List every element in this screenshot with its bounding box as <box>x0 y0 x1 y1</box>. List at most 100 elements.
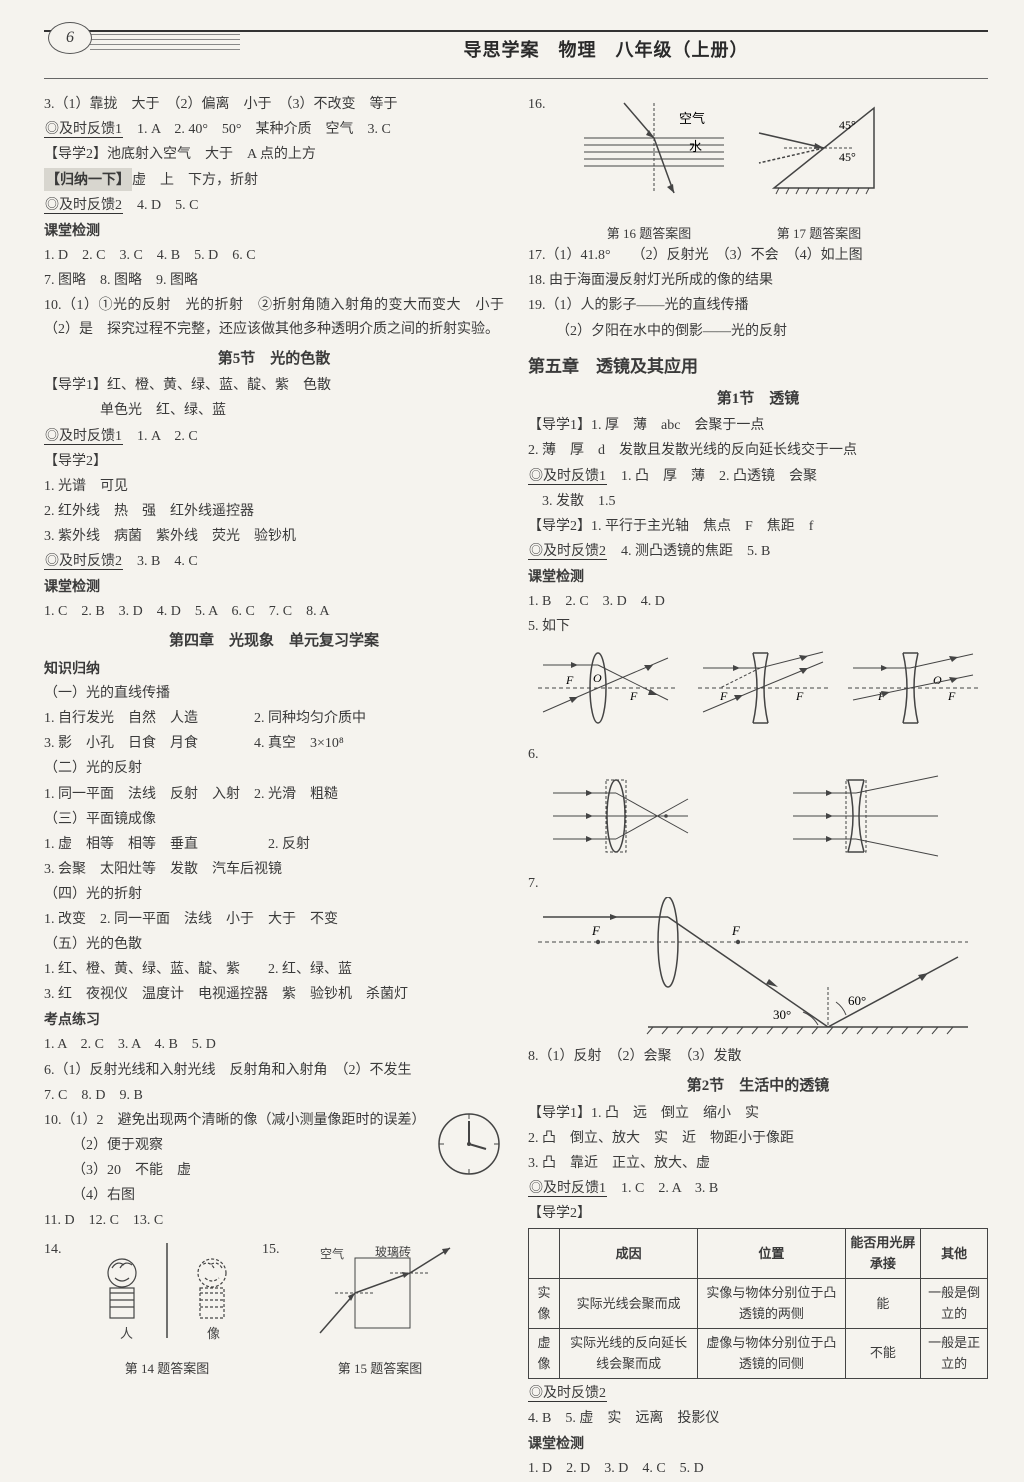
subheading: 课堂检测 <box>528 565 988 588</box>
label-air: 空气 <box>320 1246 344 1261</box>
td: 实像 <box>529 1278 560 1328</box>
line: 1. 改变 2. 同一平面 法线 小于 大于 不变 <box>44 908 504 931</box>
q10-row: 10.（1）2 避免出现两个清晰的像（减小测量像距时的误差） （2）便于观察 （… <box>44 1109 504 1234</box>
chapter-review-title: 第四章 光现象 单元复习学案 <box>44 629 504 654</box>
label-glass: 玻璃砖 <box>375 1244 411 1259</box>
line: 2. 红外线 热 强 红外线遥控器 <box>44 500 504 523</box>
line: （4）右图 <box>44 1184 424 1207</box>
feedback-label: ◎及时反馈1 <box>44 122 123 138</box>
feedback-label: ◎及时反馈2 <box>44 554 123 570</box>
td: 实际光线的反向延长线会聚而成 <box>559 1328 697 1378</box>
fig-14: 人 像 第 14 题答案图 <box>82 1238 252 1380</box>
feedback-label: ◎及时反馈1 <box>528 469 607 485</box>
prism-reflection-diagram: 45° 45° <box>744 93 894 213</box>
fig5-row: F F O F F <box>528 640 988 743</box>
line: 1. 虚 相等 相等 垂直 2. 反射 <box>44 833 504 856</box>
td: 实际光线会聚而成 <box>559 1278 697 1328</box>
line: 7. 图略 8. 图略 9. 图略 <box>44 269 504 292</box>
td: 不能 <box>845 1328 921 1378</box>
line: 3.（1）靠拢 大于 （2）偏离 小于 （3）不改变 等于 <box>44 93 504 116</box>
fig6-row <box>528 768 988 871</box>
line: （四）光的折射 <box>44 883 504 906</box>
section-title: 第1节 透镜 <box>528 387 988 412</box>
lens-rays-5: F F O F F <box>528 640 978 735</box>
line: 10.（1）2 避免出现两个清晰的像（减小测量像距时的误差） <box>44 1109 424 1132</box>
fig-14-15-row: 14. <box>44 1238 504 1380</box>
mirror-image-diagram: 人 像 <box>82 1238 252 1348</box>
line: 【导学2】 <box>44 450 504 473</box>
line: 10.（1）①光的反射 光的折射 ②折射角随入射角的变大而变大 小于 （2）是 … <box>44 294 504 340</box>
line: ◎及时反馈1 1. A 2. C <box>44 425 504 448</box>
label-45a: 45° <box>839 118 856 132</box>
line: （3）20 不能 虚 <box>44 1159 424 1182</box>
svg-text:O: O <box>933 673 942 687</box>
glass-refraction-diagram: 空气 玻璃砖 <box>300 1238 460 1348</box>
line: 2. 凸 倒立、放大 实 近 物距小于像距 <box>528 1127 988 1150</box>
fig-17: 45° 45° 第 17 题答案图 <box>744 93 894 245</box>
line: 1. 红、橙、黄、绿、蓝、靛、紫 2. 红、绿、蓝 <box>44 958 504 981</box>
line: 7. <box>528 872 988 895</box>
lens-rays-6 <box>528 768 978 863</box>
line: ◎及时反馈2 3. B 4. C <box>44 550 504 573</box>
line: 4. B 5. 虚 实 远离 投影仪 <box>528 1407 988 1430</box>
label-person: 人 <box>120 1326 133 1341</box>
line: 【导学1】红、橙、黄、绿、蓝、靛、紫 色散 <box>44 374 504 397</box>
feedback-label: ◎及时反馈1 <box>528 1181 607 1197</box>
page-title: 导思学案 物理 八年级（上册） <box>224 36 988 66</box>
section-title: 第5节 光的色散 <box>44 347 504 372</box>
td: 实像与物体分别位于凸透镜的两侧 <box>698 1278 845 1328</box>
line: 8.（1）反射 （2）会聚 （3）发散 <box>528 1045 988 1068</box>
line: 7. C 8. D 9. B <box>44 1084 504 1107</box>
page-number: 6 <box>66 29 74 46</box>
line: 11. D 12. C 13. C <box>44 1209 424 1232</box>
table-header-row: 成因 位置 能否用光屏承接 其他 <box>529 1229 988 1279</box>
th: 能否用光屏承接 <box>845 1229 921 1279</box>
caption: 第 17 题答案图 <box>744 223 894 244</box>
text: 虚 上 下方，折射 <box>132 173 258 188</box>
svg-text:F: F <box>565 673 574 687</box>
text: 4. 测凸透镜的焦距 5. B <box>607 544 770 559</box>
line: 18. 由于海面漫反射灯光所成的像的结果 <box>528 269 988 292</box>
clock-icon <box>434 1109 504 1179</box>
clock-diagram <box>434 1109 504 1187</box>
label-image: 像 <box>207 1326 220 1341</box>
line: 3. 影 小孔 日食 月食 4. 真空 3×10⁸ <box>44 732 504 755</box>
page: 6 导思学案 物理 八年级（上册） 3.（1）靠拢 大于 （2）偏离 小于 （3… <box>0 0 1024 1454</box>
td: 一般是正立的 <box>921 1328 988 1378</box>
feedback-label: ◎及时反馈1 <box>44 429 123 445</box>
line: 单色光 红、绿、蓝 <box>44 399 504 422</box>
line: 【导学1】1. 凸 远 倒立 缩小 实 <box>528 1102 988 1125</box>
line: ◎及时反馈1 1. C 2. A 3. B <box>528 1177 988 1200</box>
subheading: 课堂检测 <box>44 219 504 242</box>
td: 虚像 <box>529 1328 560 1378</box>
line: 3. 紫外线 病菌 紫外线 荧光 验钞机 <box>44 525 504 548</box>
line: ◎及时反馈1 1. A 2. 40° 50° 某种介质 空气 3. C <box>44 118 504 141</box>
text: 1. C 2. A 3. B <box>607 1181 718 1196</box>
summary-tag: 【归纳一下】 <box>44 168 132 191</box>
right-column: 16. <box>528 93 988 1482</box>
line: 6.（1）反射光线和入射光线 反射角和入射角 （2）不发生 <box>44 1059 504 1082</box>
line: 【导学2】池底射入空气 大于 A 点的上方 <box>44 143 504 166</box>
fig-15: 空气 玻璃砖 第 15 题答案图 <box>300 1238 460 1380</box>
line: （五）光的色散 <box>44 933 504 956</box>
svg-text:O: O <box>593 671 602 685</box>
svg-text:F: F <box>731 923 741 938</box>
text: 4. D 5. C <box>123 198 198 213</box>
line: ◎及时反馈2 4. 测凸透镜的焦距 5. B <box>528 540 988 563</box>
line: 3. 发散 1.5 <box>528 490 988 513</box>
line: 1. 光谱 可见 <box>44 475 504 498</box>
left-column: 3.（1）靠拢 大于 （2）偏离 小于 （3）不改变 等于 ◎及时反馈1 1. … <box>44 93 504 1482</box>
svg-text:60°: 60° <box>848 993 866 1008</box>
text: 1. A 2. 40° 50° 某种介质 空气 3. C <box>123 122 391 137</box>
fig-16: 空气 水 第 16 题答案图 <box>564 93 734 245</box>
table-row: 实像 实际光线会聚而成 实像与物体分别位于凸透镜的两侧 能 一般是倒立的 <box>529 1278 988 1328</box>
line: ◎及时反馈2 4. D 5. C <box>44 194 504 217</box>
line: 【归纳一下】虚 上 下方，折射 <box>44 168 504 192</box>
water-refraction-diagram: 空气 水 <box>564 93 734 213</box>
line: 1. 同一平面 法线 反射 入射 2. 光滑 粗糙 <box>44 783 504 806</box>
line: 1. D 2. C 3. C 4. B 5. D 6. C <box>44 244 504 267</box>
svg-text:F: F <box>591 923 601 938</box>
line: ◎及时反馈2 <box>528 1382 988 1405</box>
line: 6. <box>528 743 988 766</box>
line: （二）光的反射 <box>44 757 504 780</box>
